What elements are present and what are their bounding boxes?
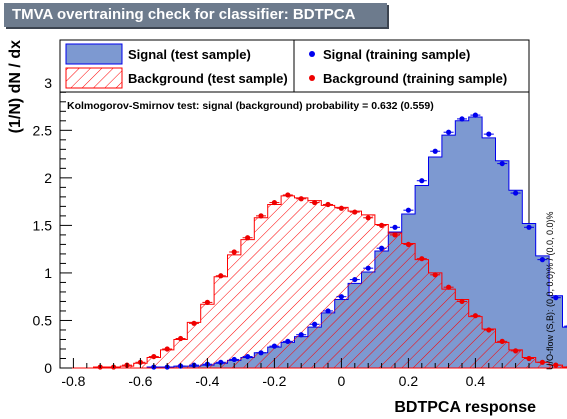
signal-train-point [338,294,344,300]
x-axis-label: BDTPCA response [394,399,536,416]
signal-train-point [405,207,411,213]
y-tick-label: 0 [44,360,52,376]
signal-train-point [365,265,371,271]
signal-train-point [486,131,492,137]
background-train-point [405,241,411,248]
signal-train-point [325,308,331,314]
background-train-point [365,215,371,221]
y-tick-label: 2 [44,170,52,186]
background-train-point [472,313,478,319]
background-train-point [325,201,331,208]
background-train-point [245,235,251,241]
y-tick-label: 2.5 [33,122,53,138]
signal-train-point [499,160,505,167]
signal-train-point [352,276,358,283]
background-train-point [258,213,264,219]
x-tick-label: -0.2 [262,373,286,389]
signal-train-point [285,338,291,344]
y-tick-label: 0.5 [33,312,53,328]
background-train-point [499,338,505,344]
background-train-point [419,256,425,262]
signal-train-point [218,359,224,365]
overflow-text: U/O-flow (S,B): (0.0, 0.0)% / (0.0, 0.0)… [545,211,555,370]
background-train-point [379,222,385,228]
legend-signal-train-marker [309,51,315,57]
signal-train-point [298,332,304,338]
signal-train-point [379,245,385,251]
background-train-point [539,359,546,365]
signal-train-point [539,257,546,263]
legend-signal-test-swatch [65,43,123,65]
background-train-point [446,284,452,290]
background-train-point [553,362,559,368]
signal-train-point [271,343,277,349]
signal-train-point [432,148,438,154]
signal-train-point [231,356,237,363]
legend-signal-test-label: Signal (test sample) [128,47,251,62]
background-train-point [486,327,492,333]
background-train-point [338,205,344,211]
y-tick-label: 1 [44,265,52,281]
background-train-point [312,199,318,206]
signal-train-point [258,350,264,356]
x-tick-label: -0.8 [61,373,85,389]
background-train-point [151,353,157,360]
background-train-point [231,249,237,255]
signal-train-point [392,224,398,230]
x-tick-label: 0.4 [466,373,486,389]
signal-train-point [312,321,318,327]
background-train-point [164,346,170,352]
background-train-point [285,192,291,198]
background-train-point [352,209,358,215]
signal-train-point [459,116,465,122]
legend-background-test-swatch [65,67,123,89]
x-tick-label: 0 [338,373,346,389]
background-train-point [271,199,277,206]
signal-train-point [553,295,559,301]
signal-train-point [446,129,452,135]
y-tick-label: 3 [44,75,52,91]
x-tick-label: -0.4 [195,373,219,389]
signal-train-point [513,190,519,196]
background-train-point [298,196,304,202]
background-train-point [178,335,184,342]
background-train-point [459,298,465,305]
legend-background-train-marker [309,75,315,81]
background-train-point [392,232,398,238]
legend-background-test-label: Background (test sample) [128,71,288,86]
background-train-point [204,299,210,305]
plot-title: TMVA overtraining check for classifier: … [4,3,387,27]
background-train-point [191,320,197,326]
y-axis-label: (1/N) dN / dx [7,40,24,133]
background-train-point [513,348,519,354]
ks-test-text: Kolmogorov-Smirnov test: signal (backgro… [67,100,434,112]
signal-train-point [526,224,532,230]
signal-train-point [245,353,251,360]
background-train-point [218,273,224,279]
signal-train-point [419,178,425,184]
x-tick-label: 0.2 [399,373,419,389]
signal-train-point [472,112,478,118]
y-tick-label: 1.5 [33,217,53,233]
x-tick-label: -0.6 [128,373,152,389]
legend-signal-train-label: Signal (training sample) [323,47,470,62]
background-train-point [526,355,532,362]
background-train-point [432,272,438,278]
legend-background-train-label: Background (training sample) [323,71,507,86]
